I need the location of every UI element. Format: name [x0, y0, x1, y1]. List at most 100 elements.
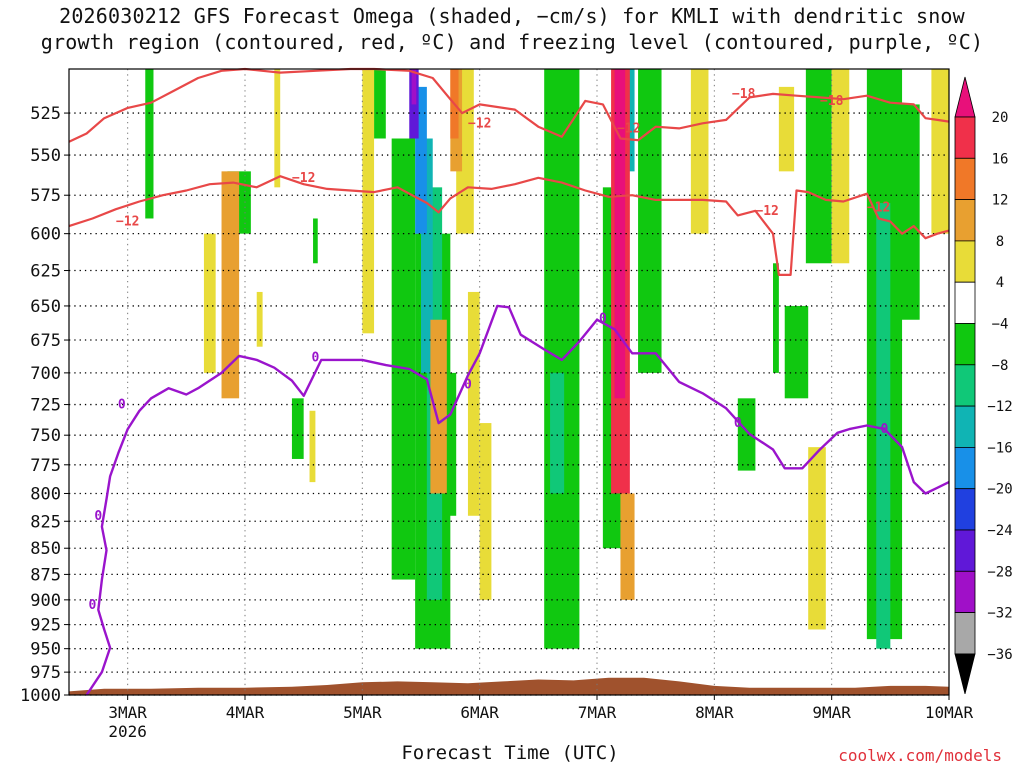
- y-tick-label-525: 525: [30, 104, 61, 124]
- y-tick-label-600: 600: [30, 225, 61, 245]
- omega-shade-26: [256, 291, 263, 347]
- colorbar-label-11: −28: [987, 564, 1012, 580]
- contour-label-0: −12: [116, 215, 139, 230]
- y-tick-label-825: 825: [30, 512, 61, 532]
- omega-shade-29: [362, 69, 375, 334]
- colorbar-label-10: −24: [987, 523, 1012, 539]
- omega-shade-4: [374, 69, 386, 139]
- x-axis-label: Forecast Time (UTC): [401, 742, 619, 764]
- x-tick-label-3MAR: 3MAR: [108, 703, 147, 722]
- y-tick-label-700: 700: [30, 364, 61, 384]
- y-tick-label-1000: 1000: [20, 686, 61, 706]
- colorbar-band-0: [954, 116, 976, 159]
- omega-shade-38: [221, 171, 240, 399]
- colorbar-band-9: [954, 488, 976, 531]
- y-tick-label-950: 950: [30, 640, 61, 660]
- omega-shade-24: [411, 69, 417, 105]
- y-tick-label-550: 550: [30, 146, 61, 166]
- x-axis: 3MAR 4MAR 5MAR 6MAR 7MAR 8MAR 9MAR 10MAR 2026: [108, 695, 973, 741]
- contour-label-11: 0: [464, 377, 472, 392]
- colorbar-band-1: [954, 157, 976, 201]
- omega-shade-36: [831, 69, 850, 264]
- y-tick-label-925: 925: [30, 616, 61, 636]
- y-tick-label-725: 725: [30, 396, 61, 416]
- colorbar-label-2: 12: [992, 193, 1009, 209]
- contour-dgz_-12_bottom: [68, 175, 950, 276]
- contour-label-9: 0: [118, 398, 126, 413]
- grid-layer: [69, 69, 950, 696]
- contour-label-1: −12: [292, 171, 315, 186]
- colorbar-band-8: [954, 446, 976, 490]
- x-tick-label-4MAR: 4MAR: [226, 703, 265, 722]
- colorbar-label-6: −8: [992, 358, 1009, 374]
- omega-shade-12: [773, 263, 779, 373]
- contour-label-8: 0: [94, 509, 102, 524]
- x-tick-label-6MAR: 6MAR: [460, 703, 499, 722]
- omega-shade-37: [931, 69, 949, 234]
- omega-shade-28: [309, 410, 316, 483]
- colorbar-label-3: 8: [996, 234, 1004, 250]
- contour-freezing_level: [85, 304, 950, 696]
- y-tick-label-875: 875: [30, 565, 61, 585]
- contour-layer: [68, 67, 950, 696]
- x-tick-label-8MAR: 8MAR: [695, 703, 734, 722]
- omega-shade-13: [784, 305, 809, 399]
- y-tick-label-750: 750: [30, 426, 61, 446]
- colorbar-label-7: −12: [987, 399, 1012, 415]
- omega-shade-10: [638, 69, 662, 373]
- contour-label-3: −12: [617, 121, 640, 136]
- omega-shade-34: [778, 86, 795, 172]
- omega-shade-11: [737, 398, 756, 471]
- colorbar-label-1: 16: [992, 151, 1009, 167]
- colorbar-band-3: [954, 240, 976, 283]
- y-tick-label-675: 675: [30, 331, 61, 351]
- omega-shade-17: [876, 203, 891, 649]
- colorbar-band-2: [954, 199, 976, 242]
- colorbar-band-11: [954, 570, 976, 613]
- contour-label-15: 0: [89, 598, 97, 613]
- omega-shade-20: [421, 138, 433, 373]
- y-tick-label-975: 975: [30, 663, 61, 683]
- omega-shade-7: [444, 372, 457, 516]
- y-tick-label-575: 575: [30, 186, 61, 206]
- chart-title-line1: 2026030212 GFS Forecast Omega (shaded, −…: [59, 4, 965, 28]
- colorbar-label-9: −20: [987, 482, 1012, 498]
- contour-label-12: 0: [599, 311, 607, 326]
- colorbar-label-8: −16: [987, 440, 1012, 456]
- x-tick-label-10MAR: 10MAR: [925, 703, 974, 722]
- omega-shade-22: [415, 86, 427, 234]
- colorbar: 20 16 12 8 4 −4 −8 −12 −16 −20 −24 −28 −32 −36: [954, 76, 1013, 694]
- omega-shade-3: [313, 218, 318, 264]
- y-tick-label-800: 800: [30, 484, 61, 504]
- omega-shade-2: [291, 398, 304, 459]
- terrain-fill: [69, 677, 949, 695]
- omega-shade-0: [145, 69, 154, 219]
- y-tick-label-625: 625: [30, 262, 61, 282]
- site-credit: coolwx.com/models: [838, 746, 1002, 765]
- contour-label-5: −12: [867, 201, 890, 216]
- omega-shade-25: [203, 233, 216, 373]
- terrain-layer: [69, 677, 949, 695]
- colorbar-top-arrow: [954, 76, 976, 118]
- omega-shade-5: [391, 138, 416, 580]
- contour-label-layer: −12 −12 −12 −12 −12 −12 −18 −18 0 0 0 0 0 0 0 0: [89, 87, 891, 613]
- contour-label-6: −18: [732, 87, 756, 102]
- contour-dgz_-12_top: [68, 67, 950, 143]
- omega-shade-39: [430, 319, 447, 494]
- omega-shade-32: [479, 423, 492, 600]
- omega-shade-19: [550, 372, 565, 494]
- contour-label-14: 0: [881, 422, 889, 437]
- contour-label-13: 0: [734, 416, 742, 431]
- omega-shade-27: [274, 69, 281, 188]
- colorbar-band-6: [954, 364, 976, 407]
- colorbar-bottom-arrow: [954, 653, 976, 694]
- y-tick-label-775: 775: [30, 456, 61, 476]
- colorbar-band-5: [954, 323, 976, 366]
- omega-shade-35: [808, 447, 826, 630]
- x-tick-label-5MAR: 5MAR: [343, 703, 382, 722]
- contour-label-2: −12: [468, 116, 491, 131]
- x-tick-label-7MAR: 7MAR: [578, 703, 617, 722]
- omega-shade-44: [614, 69, 626, 399]
- plot-frame: [68, 68, 950, 696]
